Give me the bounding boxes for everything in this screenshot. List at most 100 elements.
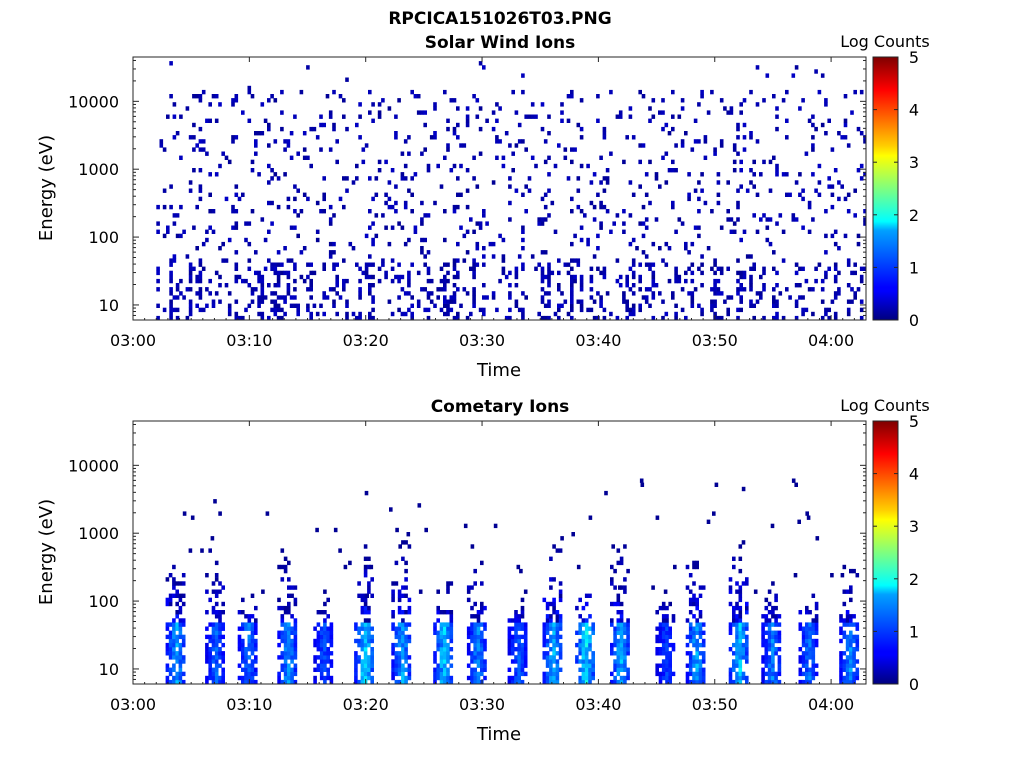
heatmap-cell (517, 139, 522, 144)
heatmap-cell (498, 278, 502, 284)
heatmap-cell (674, 229, 678, 234)
heatmap-cell (501, 237, 506, 243)
heatmap-cell (309, 278, 313, 284)
heatmap-cell (692, 630, 696, 635)
heatmap-cell (290, 630, 294, 635)
heatmap-cell (205, 610, 209, 615)
heatmap-cell (571, 532, 575, 537)
heatmap-cell (169, 303, 173, 308)
heatmap-cell (690, 299, 695, 304)
heatmap-cell (622, 291, 626, 296)
heatmap-cell (480, 638, 484, 644)
heatmap-cell (852, 651, 856, 656)
heatmap-cell (287, 647, 291, 652)
heatmap-cell (688, 638, 693, 644)
heatmap-cell (586, 241, 590, 247)
heatmap-cell (741, 626, 746, 631)
plot-frame (132, 420, 867, 685)
heatmap-cell (473, 655, 477, 660)
heatmap-cell (367, 655, 371, 660)
heatmap-cell (524, 184, 528, 189)
heatmap-cell (805, 655, 809, 660)
heatmap-cell (846, 209, 851, 214)
heatmap-cell (439, 663, 444, 668)
heatmap-cell (491, 295, 496, 300)
heatmap-cell (555, 622, 560, 627)
heatmap-cell (665, 642, 669, 648)
heatmap-cell (745, 581, 749, 586)
heatmap-cell (247, 626, 252, 631)
heatmap-cell (319, 114, 323, 119)
heatmap-cell (552, 634, 556, 640)
heatmap-cell (553, 311, 558, 317)
heatmap-cell (767, 647, 772, 652)
heatmap-cell (801, 671, 806, 677)
heatmap-cell (211, 634, 216, 640)
heatmap-cell (555, 614, 560, 619)
heatmap-cell (701, 655, 706, 660)
heatmap-cell (631, 283, 636, 288)
heatmap-cell (358, 114, 362, 119)
heatmap-cell (589, 266, 594, 271)
heatmap-cell (309, 315, 313, 320)
heatmap-cell (692, 671, 696, 677)
heatmap-cell (315, 135, 320, 140)
heatmap-cell (470, 585, 474, 590)
colorbar-tick-label: 0 (909, 311, 919, 330)
heatmap-cell (205, 655, 209, 660)
heatmap-cell (849, 589, 853, 594)
heatmap-cell (602, 274, 607, 280)
heatmap-cell (452, 283, 457, 288)
heatmap-cell (842, 601, 847, 607)
heatmap-cell (192, 94, 196, 99)
heatmap-cell (483, 622, 487, 627)
heatmap-cell (172, 663, 176, 668)
heatmap-cell (833, 315, 838, 320)
heatmap-cell (706, 246, 711, 251)
heatmap-cell (323, 679, 327, 684)
heatmap-cell (738, 622, 743, 627)
heatmap-cell (345, 303, 349, 308)
heatmap-cell (739, 295, 743, 300)
heatmap-cell (677, 278, 682, 284)
heatmap-cell (635, 246, 639, 251)
heatmap-cell (849, 642, 853, 648)
heatmap-cell (560, 536, 564, 541)
heatmap-cell (767, 642, 772, 648)
heatmap-cell (777, 638, 782, 644)
heatmap-cell (426, 213, 431, 218)
heatmap-cell (254, 151, 258, 156)
heatmap-cell (498, 106, 502, 111)
heatmap-cell (701, 659, 706, 664)
heatmap-cell (688, 671, 693, 677)
heatmap-cell (542, 638, 547, 644)
heatmap-cell (351, 246, 356, 251)
heatmap-cell (323, 638, 327, 644)
heatmap-cell (208, 655, 212, 660)
heatmap-cell (247, 671, 252, 677)
heatmap-cell (736, 200, 740, 206)
heatmap-cell (426, 291, 431, 296)
heatmap-cell (443, 622, 447, 627)
heatmap-cell (543, 315, 548, 320)
heatmap-cell (742, 287, 747, 292)
heatmap-cell (542, 630, 547, 635)
heatmap-cell (483, 659, 487, 664)
heatmap-cell (234, 98, 239, 103)
heatmap-cell (322, 311, 326, 317)
heatmap-cell (820, 299, 825, 304)
heatmap-cell (739, 299, 743, 304)
heatmap-cell (824, 311, 828, 317)
heatmap-cell (283, 647, 288, 652)
heatmap-cell (592, 254, 597, 259)
heatmap-cell (775, 221, 779, 226)
heatmap-cell (370, 647, 374, 652)
heatmap-cell (573, 147, 577, 152)
heatmap-cell (665, 667, 669, 672)
heatmap-cell (619, 675, 624, 681)
heatmap-cell (745, 659, 749, 664)
heatmap-cell (470, 622, 474, 627)
heatmap-cell (178, 626, 183, 631)
heatmap-cell (798, 106, 802, 111)
heatmap-cell (517, 651, 521, 656)
